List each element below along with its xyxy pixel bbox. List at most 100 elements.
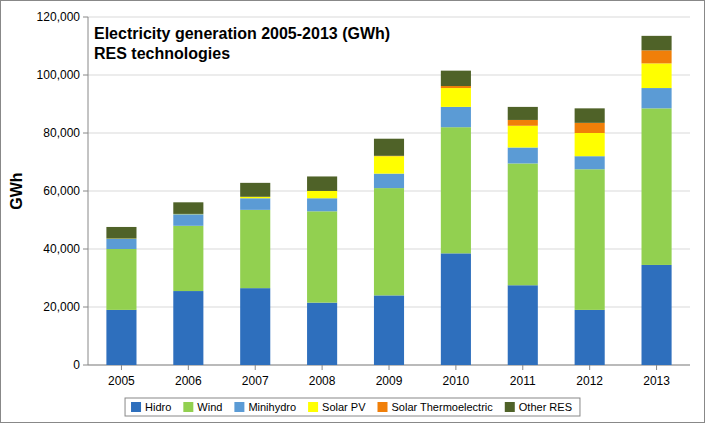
bar-segment	[575, 123, 605, 133]
tick-mark	[83, 75, 88, 76]
tick-mark	[83, 133, 88, 134]
subtitle: RES technologies	[94, 45, 230, 62]
bar-segment	[441, 127, 471, 253]
bars	[106, 36, 671, 365]
bar-segment	[240, 210, 270, 288]
bar-segment	[642, 50, 672, 63]
tick-label: 120,000	[37, 10, 81, 24]
category-label: 2012	[576, 374, 603, 388]
bar-segment	[508, 163, 538, 285]
bar-segment	[642, 108, 672, 265]
category-label: 2010	[443, 374, 470, 388]
bar-segment	[240, 198, 270, 210]
legend-swatch	[308, 402, 318, 412]
legend-label: Wind	[197, 401, 222, 413]
legend-label: Other RES	[519, 401, 572, 413]
bar-segment	[106, 227, 136, 239]
bar-segment	[307, 211, 337, 302]
legend-swatch	[378, 402, 388, 412]
legend-label: Solar Thermoelectric	[392, 401, 494, 413]
bar-segment	[240, 197, 270, 198]
bar-segment	[575, 108, 605, 123]
bar-segment	[441, 107, 471, 127]
legend-label: Solar PV	[322, 401, 366, 413]
tick-mark	[83, 365, 88, 366]
legend-box	[125, 398, 580, 416]
tick-label: 20,000	[43, 300, 80, 314]
tick-label: 40,000	[43, 242, 80, 256]
x-tick-mark	[389, 365, 390, 370]
x-tick-mark	[656, 365, 657, 370]
x-tick-mark	[121, 365, 122, 370]
bar-segment	[508, 107, 538, 120]
category-label: 2011	[510, 374, 536, 388]
x-tick-mark	[455, 365, 456, 370]
legend-swatch	[505, 402, 515, 412]
bar-segment	[240, 183, 270, 197]
grid-line	[88, 75, 690, 76]
legend-label: Hidro	[145, 401, 171, 413]
x-tick-mark	[522, 365, 523, 370]
category-label: 2009	[376, 374, 403, 388]
bar-segment	[240, 288, 270, 365]
category-label: 2007	[242, 374, 269, 388]
bar-segment	[575, 156, 605, 169]
bar-segment	[106, 310, 136, 365]
category-label: 2005	[108, 374, 135, 388]
bar-segment	[374, 156, 404, 173]
bar-segment	[642, 265, 672, 365]
bar-segment	[441, 86, 471, 88]
bar-segment	[508, 126, 538, 148]
legend-swatch	[234, 402, 244, 412]
chart-border	[1, 1, 705, 423]
bar-segment	[508, 120, 538, 126]
bar-segment	[642, 63, 672, 88]
bar-segment	[441, 71, 471, 86]
x-tick-mark	[188, 365, 189, 370]
y-axis	[88, 17, 89, 365]
bar-segment	[307, 198, 337, 211]
category-label: 2013	[643, 374, 670, 388]
bar-segment	[374, 174, 404, 189]
category-label: 2008	[309, 374, 336, 388]
bar-segment	[441, 88, 471, 107]
bar-segment	[374, 139, 404, 156]
bar-segment	[106, 239, 136, 249]
legend-swatch	[183, 402, 193, 412]
bar-segment	[173, 214, 203, 226]
x-tick-mark	[589, 365, 590, 370]
bar-segment	[508, 148, 538, 164]
x-tick-mark	[255, 365, 256, 370]
tick-label: 60,000	[43, 184, 80, 198]
tick-label: 100,000	[37, 68, 81, 82]
bar-segment	[173, 226, 203, 291]
tick-mark	[83, 307, 88, 308]
bar-segment	[575, 169, 605, 310]
bar-segment	[642, 36, 672, 51]
legend: Hidro Wind Minihydro Solar PV Solar Thermoel…	[125, 398, 580, 416]
legend-label: Minihydro	[248, 401, 296, 413]
bar-segment	[575, 133, 605, 156]
bar-segment	[575, 310, 605, 365]
bar-segment	[307, 303, 337, 365]
bar-segment	[374, 188, 404, 295]
bar-segment	[307, 176, 337, 191]
y-axis-label: GWh	[8, 172, 25, 209]
tick-label: 0	[73, 358, 80, 372]
bar-segment	[441, 253, 471, 365]
bar-segment	[642, 88, 672, 108]
bar-segment	[173, 291, 203, 365]
tick-mark	[83, 249, 88, 250]
tick-mark	[83, 17, 88, 18]
legend-swatch	[131, 402, 141, 412]
bar-segment	[106, 249, 136, 310]
bar-segment	[374, 295, 404, 365]
bar-segment	[307, 191, 337, 198]
title: Electricity generation 2005-2013 (GWh)	[94, 25, 390, 42]
tick-label: 80,000	[43, 126, 80, 140]
bar-segment	[508, 285, 538, 365]
chart: 0 20,000 40,000 60,000 80,000 100,000 120,000 G…	[0, 0, 705, 423]
tick-mark	[83, 191, 88, 192]
category-label: 2006	[175, 374, 202, 388]
grid-line	[88, 17, 690, 18]
